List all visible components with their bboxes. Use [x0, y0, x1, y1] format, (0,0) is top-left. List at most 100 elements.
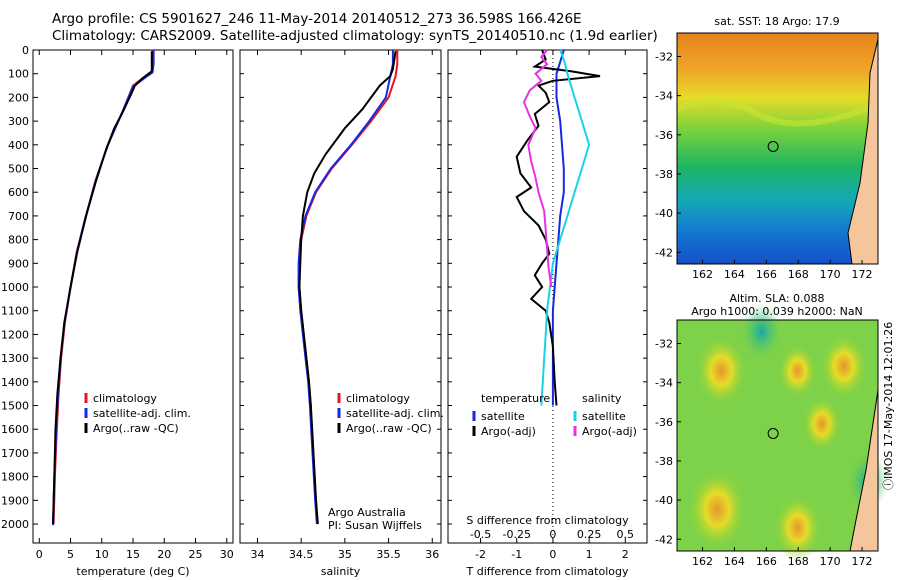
diff-line-s-satellite [540, 49, 591, 406]
sla-anomaly-patch [687, 467, 748, 551]
sla-anomaly-patch [801, 396, 842, 452]
series-line-climatology [52, 50, 154, 525]
map-x-tick-label: 164 [724, 268, 745, 281]
title-line-2: Climatology: CARS2009. Satellite-adjuste… [52, 28, 658, 44]
legend-label: climatology [346, 392, 410, 405]
map-x-tick-label: 164 [724, 555, 745, 568]
side-stamp: ⓘIMOS 17-May-2014 12:01:26 [882, 321, 895, 490]
depth-tick-label: 1000 [1, 281, 29, 294]
plot-frame-1 [239, 49, 442, 544]
depth-tick-label: 1600 [1, 423, 29, 436]
map-x-tick-label: 168 [788, 555, 809, 568]
annotation-text: Argo Australia [328, 506, 406, 519]
map-x-tick-label: 162 [692, 555, 713, 568]
depth-tick-label: 1100 [1, 305, 29, 318]
sst-map: 162 164 166 168 170 172 -32 -34 -36 -38 -40 -42 [655, 32, 880, 281]
diff-line-t-satellite [551, 49, 565, 406]
s-axis-label: S difference from climatology [466, 514, 629, 527]
map-x-tick-label: 162 [692, 268, 713, 281]
annotation-text: PI: Susan Wijffels [328, 519, 422, 532]
x-tick-label: 36 [425, 548, 439, 561]
x-axis-label: salinity [321, 565, 361, 578]
plot-frame-2 [447, 49, 648, 544]
sst-map-title: sat. SST: 18 Argo: 17.9 [714, 15, 839, 28]
x-tick-label: 34 [250, 548, 264, 561]
map-y-tick-label: -32 [655, 337, 673, 350]
x-tick-label: 35 [338, 548, 352, 561]
map-x-tick-label: 166 [756, 268, 777, 281]
map-y-tick-label: -34 [655, 377, 673, 390]
map-x-tick-label: 170 [820, 555, 841, 568]
sla-anomaly-patch [695, 334, 748, 407]
map-y-tick-label: -38 [655, 455, 673, 468]
argo-location-marker [767, 428, 779, 440]
depth-tick-label: 100 [8, 68, 29, 81]
depth-tick-label: 900 [8, 257, 29, 270]
x-tick-label: 1 [586, 548, 593, 561]
depth-tick-label: 1400 [1, 376, 29, 389]
legend-label: Argo(-adj) [582, 425, 637, 438]
s-tick-label: 0.5 [617, 528, 635, 541]
sla-anomaly-patch [773, 494, 822, 562]
series-line-argo-raw-qc- [52, 51, 153, 525]
legend-label: satellite-adj. clim. [346, 407, 444, 420]
depth-tick-label: 500 [8, 163, 29, 176]
sla-anomaly-patch [819, 332, 868, 400]
diff-line-s-argo-adj- [522, 49, 553, 288]
map-x-tick-label: 172 [852, 268, 873, 281]
depth-tick-label: 300 [8, 115, 29, 128]
map-y-tick-label: -42 [655, 533, 673, 546]
plot-frame-0 [32, 49, 234, 544]
x-tick-label: 25 [189, 548, 203, 561]
sla-anomaly-patch [741, 303, 782, 360]
depth-tick-label: 800 [8, 234, 29, 247]
map-x-tick-label: 168 [788, 268, 809, 281]
depth-tick-label: 0 [22, 44, 29, 57]
map-y-tick-label: -38 [655, 168, 673, 181]
x-tick-label: -2 [475, 548, 486, 561]
x-tick-label: 15 [126, 548, 140, 561]
legend-label: satellite-adj. clim. [93, 407, 191, 420]
depth-tick-label: 400 [8, 139, 29, 152]
legend-title: temperature [481, 392, 550, 405]
s-tick-label: -0.25 [503, 528, 531, 541]
depth-tick-label: 1700 [1, 447, 29, 460]
x-tick-label: 20 [157, 548, 171, 561]
map-y-tick-label: -40 [655, 207, 673, 220]
series-line-argo-raw-qc- [298, 51, 397, 525]
x-tick-label: 35.5 [376, 548, 401, 561]
x-tick-label: 34.5 [289, 548, 314, 561]
map-x-tick-label: 172 [852, 555, 873, 568]
legend-label: Argo(..raw -QC) [346, 422, 432, 435]
depth-tick-label: 200 [8, 91, 29, 104]
depth-tick-label: 700 [8, 210, 29, 223]
legend-title: salinity [582, 392, 622, 405]
sla-anomaly-patch [777, 343, 818, 399]
map-x-tick-label: 166 [756, 555, 777, 568]
sst-front [675, 98, 880, 127]
s-tick-label: -0.5 [470, 528, 491, 541]
x-tick-label: 0 [36, 548, 43, 561]
map-y-tick-label: -36 [655, 129, 673, 142]
depth-tick-label: 1800 [1, 471, 29, 484]
x-tick-label: 0 [549, 548, 556, 561]
depth-tick-label: 1900 [1, 494, 29, 507]
legend-label: satellite [481, 410, 525, 423]
x-tick-label: 30 [220, 548, 234, 561]
map-y-tick-label: -42 [655, 246, 673, 259]
depth-tick-label: 1300 [1, 352, 29, 365]
x-tick-label: 5 [67, 548, 74, 561]
depth-tick-label: 1200 [1, 328, 29, 341]
x-tick-label: 10 [95, 548, 109, 561]
depth-tick-label: 600 [8, 186, 29, 199]
x-axis-label: temperature (deg C) [76, 565, 189, 578]
map-y-tick-label: -32 [655, 50, 673, 63]
legend-label: satellite [582, 410, 626, 423]
map-y-tick-label: -36 [655, 416, 673, 429]
depth-tick-label: 2000 [1, 518, 29, 531]
x-tick-label: -1 [511, 548, 522, 561]
s-tick-label: 0.25 [577, 528, 602, 541]
x-tick-label: 2 [622, 548, 629, 561]
sla-map-title-2: Argo h1000: 0.039 h2000: NaN [691, 305, 863, 318]
